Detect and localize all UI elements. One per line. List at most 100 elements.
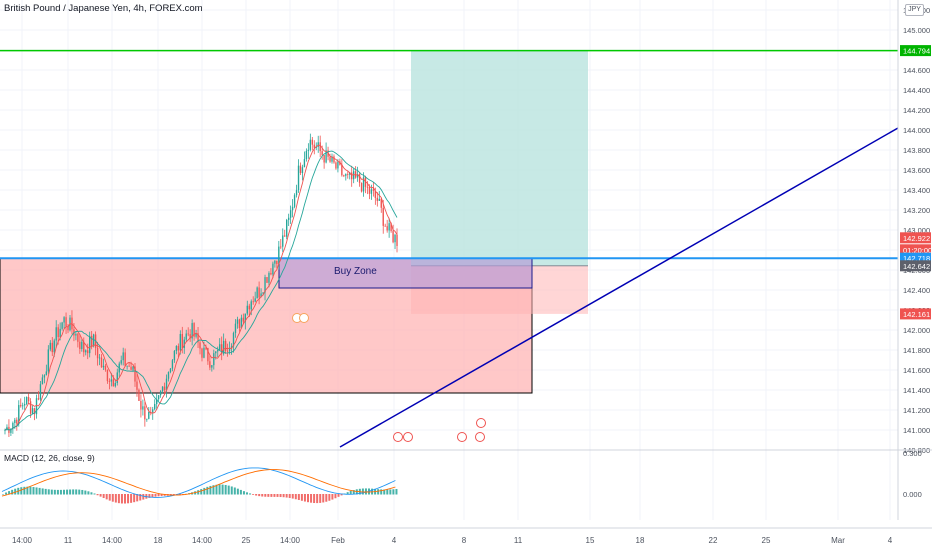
macd-histogram-bar (87, 491, 90, 495)
time-tick-label: 14:00 (102, 536, 123, 545)
candle-body (59, 328, 61, 338)
buy-zone-box (278, 257, 533, 289)
price-tick-label: 144.200 (903, 106, 930, 115)
macd-histogram-bar (349, 491, 352, 495)
price-tag-text-last: 142.922 (903, 234, 930, 243)
price-tick-label: 141.800 (903, 346, 930, 355)
candle-body (148, 411, 150, 419)
price-tag-last (900, 232, 931, 244)
candle-body (138, 389, 140, 401)
macd-histogram-bar (285, 494, 288, 498)
candle-body (134, 366, 136, 382)
macd-histogram-bar (380, 489, 383, 495)
candle-body (211, 365, 213, 368)
candle-body (392, 231, 394, 243)
macd-histogram-bar (279, 494, 282, 498)
macd-histogram-bar (261, 494, 264, 497)
macd-histogram-bar (5, 492, 8, 495)
candle-body (252, 301, 254, 303)
candle-body (161, 386, 164, 392)
candle-body (47, 349, 50, 372)
price-tick-label: 143.600 (903, 166, 930, 175)
candle-body (276, 260, 278, 265)
candle-body (57, 327, 59, 338)
macd-histogram-bar (294, 494, 297, 500)
macd-histogram-bar (142, 494, 145, 500)
candle-body (75, 333, 77, 336)
candle-body (102, 365, 105, 368)
candle-body (394, 234, 396, 243)
candle-body (358, 174, 361, 183)
candle-body (96, 347, 99, 359)
candle-body (10, 428, 12, 433)
candle-body (144, 406, 146, 420)
candle-body (49, 342, 51, 350)
economic-event-icon (457, 432, 467, 442)
macd-histogram-bar (44, 488, 47, 495)
macd-histogram-bar (84, 490, 87, 495)
macd-histogram-bar (273, 494, 276, 497)
price-tick-label: 141.200 (903, 406, 930, 415)
candle-body (376, 197, 379, 201)
macd-histogram-bar (75, 489, 78, 495)
candle-body (81, 341, 83, 349)
candle-body (268, 273, 270, 283)
candle-body (187, 333, 189, 335)
candle-body (25, 397, 28, 404)
candle-body (23, 403, 26, 406)
candle-body (250, 301, 252, 310)
time-tick-label: Feb (331, 536, 345, 545)
candle-body (352, 171, 355, 180)
candle-body (295, 190, 298, 196)
macd-histogram-bar (157, 494, 160, 497)
candle-body (27, 397, 30, 402)
candle-body (92, 334, 95, 347)
macd-histogram-bar (14, 488, 17, 495)
macd-histogram-bar (392, 489, 395, 495)
time-tick-label: Mar (831, 536, 845, 545)
candle-body (43, 375, 46, 378)
macd-histogram-bar (249, 493, 252, 495)
time-tick-label: 4 (392, 536, 397, 545)
candle-body (175, 345, 178, 351)
candle-body (12, 422, 14, 429)
candle-body (130, 366, 132, 370)
macd-histogram-bar (313, 494, 316, 504)
candle-body (108, 381, 111, 382)
macd-histogram-bar (334, 494, 337, 499)
candle-body (220, 344, 223, 354)
candle-body (278, 246, 280, 265)
economic-event-icon (403, 432, 413, 442)
macd-histogram-bar (163, 494, 166, 496)
candle-body (260, 293, 262, 298)
candle-body (254, 298, 256, 302)
candle-body (219, 344, 221, 351)
price-axis-bg (898, 0, 932, 550)
price-tag-countdown (900, 244, 931, 256)
macd-histogram-bar (252, 494, 255, 495)
price-tag-target (900, 45, 931, 57)
candle-body (266, 277, 268, 283)
currency-badge[interactable]: JPY (905, 4, 924, 16)
candle-body (83, 341, 85, 353)
candle-body (256, 287, 258, 299)
macd-histogram-bar (282, 494, 285, 498)
time-tick-label: 25 (242, 536, 251, 545)
candle-body (41, 377, 44, 385)
macd-indicator-label[interactable]: MACD (12, 26, close, 9) (4, 453, 95, 463)
time-tick-label: 14:00 (12, 536, 33, 545)
macd-histogram-bar (197, 490, 200, 495)
macd-histogram-bar (258, 494, 261, 497)
candle-body (331, 156, 333, 162)
economic-event-icon (475, 432, 485, 442)
price-tag-text-countdown: 01:20:00 (903, 246, 932, 255)
candle-body (152, 409, 154, 413)
candle-body (315, 146, 317, 148)
macd-histogram-bar (386, 489, 389, 495)
macd-histogram-bar (93, 493, 96, 495)
candle-body (33, 408, 36, 415)
candle-body (18, 405, 20, 424)
candle-body (150, 411, 152, 413)
